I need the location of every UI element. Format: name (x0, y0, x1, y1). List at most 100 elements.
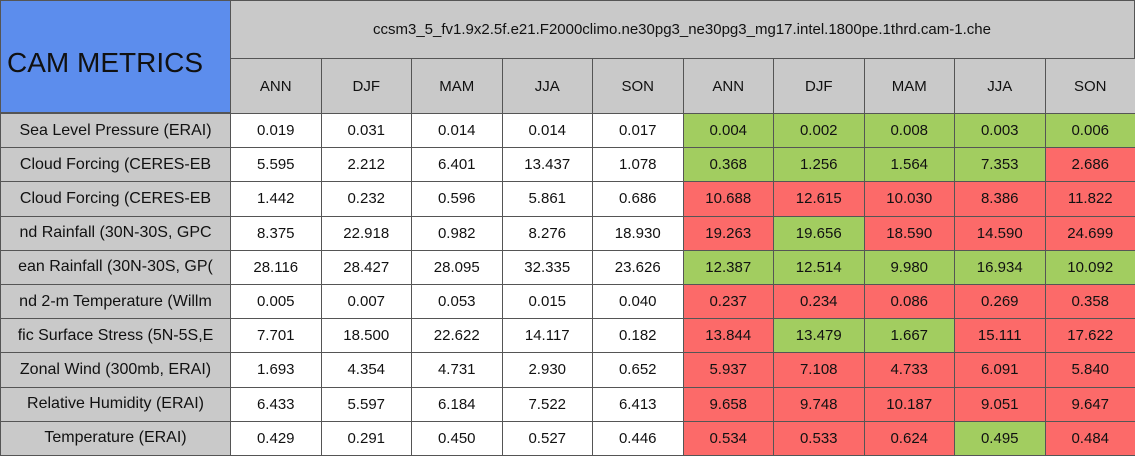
metric-cell: 1.078 (592, 147, 684, 183)
metric-cell: 7.108 (773, 352, 865, 388)
metric-cell: 0.429 (230, 420, 322, 456)
metric-cell: 14.117 (501, 318, 593, 354)
metric-cell: 0.003 (954, 113, 1046, 149)
metric-cell: 28.116 (230, 249, 322, 285)
metric-cell: 0.982 (411, 215, 503, 251)
row-label: Cloud Forcing (CERES-EB (0, 181, 231, 217)
metric-cell: 9.658 (682, 386, 774, 422)
metric-cell: 14.590 (954, 215, 1046, 251)
season-header: JJA (954, 58, 1046, 114)
metric-cell: 0.450 (411, 420, 503, 456)
table-title: CAM METRICS (0, 0, 231, 113)
metric-cell: 0.005 (230, 284, 322, 320)
metric-cell: 1.256 (773, 147, 865, 183)
row-label: Sea Level Pressure (ERAI) (0, 113, 231, 149)
metric-cell: 0.495 (954, 420, 1046, 456)
metric-cell: 6.433 (230, 386, 322, 422)
metric-cell: 5.861 (501, 181, 593, 217)
group-header: ccsm3_5_fv1.9x2.5 f.e21.F2000climo.ne30pg… (230, 0, 1135, 59)
season-header: MAM (411, 58, 503, 114)
metric-cell: 6.413 (592, 386, 684, 422)
row-label: nd 2-m Temperature (Willm (0, 284, 231, 320)
metric-cell: 19.656 (773, 215, 865, 251)
row-label: ean Rainfall (30N-30S, GP( (0, 249, 231, 285)
row-label: Zonal Wind (300mb, ERAI) (0, 352, 231, 388)
metric-cell: 8.386 (954, 181, 1046, 217)
metric-cell: 0.534 (682, 420, 774, 456)
metric-cell: 0.017 (592, 113, 684, 149)
season-header: MAM (863, 58, 955, 114)
metric-cell: 0.237 (682, 284, 774, 320)
metric-cell: 18.590 (863, 215, 955, 251)
metric-cell: 0.086 (863, 284, 955, 320)
season-header: DJF (320, 58, 412, 114)
row-label: Cloud Forcing (CERES-EB (0, 147, 231, 183)
metric-cell: 0.533 (773, 420, 865, 456)
metric-cell: 16.934 (954, 249, 1046, 285)
metric-cell: 12.387 (682, 249, 774, 285)
metric-cell: 2.930 (501, 352, 593, 388)
metric-cell: 12.514 (773, 249, 865, 285)
season-header: SON (1044, 58, 1135, 114)
season-header: JJA (501, 58, 593, 114)
metric-cell: 4.731 (411, 352, 503, 388)
metric-cell: 0.232 (320, 181, 412, 217)
metric-cell: 9.051 (954, 386, 1046, 422)
metric-cell: 0.368 (682, 147, 774, 183)
season-header: ANN (682, 58, 774, 114)
metric-cell: 12.615 (773, 181, 865, 217)
metric-cell: 28.095 (411, 249, 503, 285)
metric-cell: 8.375 (230, 215, 322, 251)
metric-cell: 0.014 (411, 113, 503, 149)
metric-cell: 5.597 (320, 386, 412, 422)
metric-cell: 5.937 (682, 352, 774, 388)
metric-cell: 17.622 (1044, 318, 1135, 354)
metric-cell: 2.686 (1044, 147, 1135, 183)
metric-cell: 0.652 (592, 352, 684, 388)
metric-cell: 22.622 (411, 318, 503, 354)
metric-cell: 10.187 (863, 386, 955, 422)
season-header: DJF (773, 58, 865, 114)
metric-cell: 24.699 (1044, 215, 1135, 251)
metric-cell: 7.522 (501, 386, 593, 422)
metric-cell: 10.092 (1044, 249, 1135, 285)
metric-cell: 4.733 (863, 352, 955, 388)
metric-cell: 13.844 (682, 318, 774, 354)
metric-cell: 6.091 (954, 352, 1046, 388)
metric-cell: 10.030 (863, 181, 955, 217)
metric-cell: 11.822 (1044, 181, 1135, 217)
metric-cell: 0.686 (592, 181, 684, 217)
metric-cell: 13.479 (773, 318, 865, 354)
metric-cell: 1.564 (863, 147, 955, 183)
season-header: SON (592, 58, 684, 114)
metric-cell: 1.667 (863, 318, 955, 354)
metric-cell: 0.596 (411, 181, 503, 217)
metric-cell: 13.437 (501, 147, 593, 183)
metric-cell: 2.212 (320, 147, 412, 183)
row-label: Temperature (ERAI) (0, 420, 231, 456)
metric-cell: 6.184 (411, 386, 503, 422)
row-label: fic Surface Stress (5N-5S,E (0, 318, 231, 354)
metric-cell: 0.006 (1044, 113, 1135, 149)
metric-cell: 1.693 (230, 352, 322, 388)
metric-cell: 32.335 (501, 249, 593, 285)
metric-cell: 8.276 (501, 215, 593, 251)
metric-cell: 0.008 (863, 113, 955, 149)
metric-cell: 0.358 (1044, 284, 1135, 320)
metric-cell: 0.269 (954, 284, 1046, 320)
metric-cell: 0.234 (773, 284, 865, 320)
season-header: ANN (230, 58, 322, 114)
metric-cell: 5.595 (230, 147, 322, 183)
metric-cell: 9.980 (863, 249, 955, 285)
metric-cell: 19.263 (682, 215, 774, 251)
metric-cell: 0.446 (592, 420, 684, 456)
group-label: ccsm3_5_fv1.9x2.5 (373, 21, 503, 38)
metric-cell: 0.291 (320, 420, 412, 456)
metric-cell: 0.484 (1044, 420, 1135, 456)
metric-cell: 0.182 (592, 318, 684, 354)
metric-cell: 0.015 (501, 284, 593, 320)
metric-cell: 6.401 (411, 147, 503, 183)
metric-cell: 0.007 (320, 284, 412, 320)
row-label: Relative Humidity (ERAI) (0, 386, 231, 422)
